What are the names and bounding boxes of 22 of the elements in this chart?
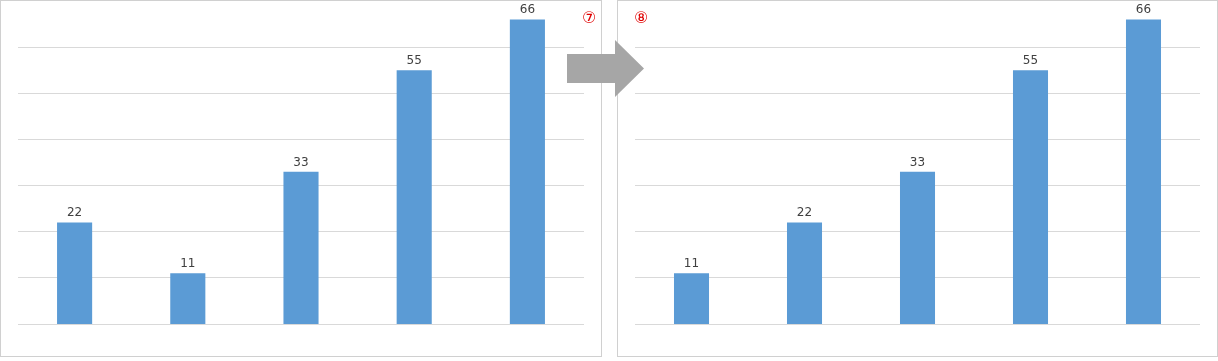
bar — [396, 70, 432, 324]
data-label: 11 — [180, 256, 196, 271]
data-label: 22 — [796, 205, 813, 220]
bar — [170, 273, 206, 324]
data-label: 33 — [909, 154, 926, 169]
bar — [786, 222, 823, 324]
data-label: 33 — [293, 154, 309, 169]
data-label: 66 — [519, 2, 536, 17]
bar — [1012, 70, 1049, 324]
bar — [899, 171, 936, 324]
bar — [1125, 19, 1162, 324]
bar — [673, 273, 710, 324]
data-label: 55 — [406, 53, 422, 68]
data-label: 11 — [683, 256, 700, 271]
bar — [509, 19, 545, 324]
data-label: 55 — [1022, 53, 1039, 68]
data-label: 22 — [66, 205, 83, 220]
bar — [283, 171, 319, 324]
bar — [57, 222, 93, 324]
annotation: ⑦ — [582, 8, 597, 27]
data-label: 66 — [1135, 2, 1152, 17]
annotation: ⑧ — [634, 8, 649, 27]
